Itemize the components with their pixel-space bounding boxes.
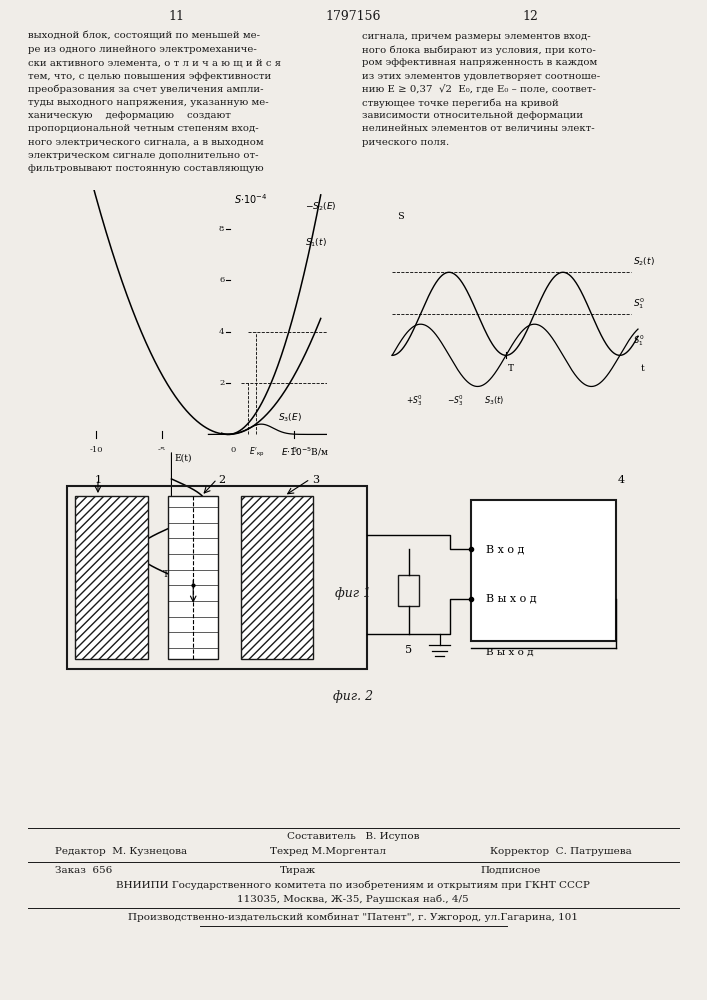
Text: $S_3(t)$: $S_3(t)$ bbox=[484, 395, 505, 407]
Text: $S_3(E)$: $S_3(E)$ bbox=[279, 411, 303, 424]
Bar bbox=[241, 496, 313, 659]
Text: $S_1(t)$: $S_1(t)$ bbox=[305, 236, 327, 249]
Text: тем, что, с целью повышения эффективности: тем, что, с целью повышения эффективност… bbox=[28, 72, 271, 81]
Bar bbox=[75, 496, 148, 659]
Text: 2: 2 bbox=[219, 379, 224, 387]
Text: фильтровывают постоянную составляющую: фильтровывают постоянную составляющую bbox=[28, 164, 264, 173]
Text: В ы х о д: В ы х о д bbox=[486, 648, 534, 657]
Text: 1797156: 1797156 bbox=[325, 10, 381, 23]
Text: ски активного элемента, о т л и ч а ю щ и й с я: ски активного элемента, о т л и ч а ю щ … bbox=[28, 58, 281, 67]
Text: ного электрического сигнала, а в выходном: ного электрического сигнала, а в выходно… bbox=[28, 138, 264, 147]
Text: В х о д: В х о д bbox=[486, 544, 525, 554]
Bar bbox=[67, 486, 367, 669]
Text: 0: 0 bbox=[230, 446, 235, 454]
Text: $S_2(t)$: $S_2(t)$ bbox=[633, 256, 655, 268]
Text: 11: 11 bbox=[168, 10, 184, 23]
Text: электрическом сигнале дополнительно от-: электрическом сигнале дополнительно от- bbox=[28, 151, 259, 160]
Text: $-S_2(E)$: $-S_2(E)$ bbox=[305, 200, 337, 213]
Text: нелинейных элементов от величины элект-: нелинейных элементов от величины элект- bbox=[362, 124, 595, 133]
Text: 6: 6 bbox=[219, 276, 224, 284]
Text: 2: 2 bbox=[218, 475, 226, 485]
Text: 5: 5 bbox=[405, 645, 412, 655]
Text: Производственно-издательский комбинат "Патент", г. Ужгород, ул.Гагарина, 101: Производственно-издательский комбинат "П… bbox=[128, 912, 578, 922]
Text: 4: 4 bbox=[218, 328, 224, 336]
Text: 5: 5 bbox=[291, 446, 297, 454]
Text: -10: -10 bbox=[89, 446, 103, 454]
Bar bbox=[398, 575, 419, 606]
Text: $S_1^0$: $S_1^0$ bbox=[633, 333, 645, 348]
Text: -5: -5 bbox=[158, 446, 166, 454]
Text: преобразования за счет увеличения ампли-: преобразования за счет увеличения ампли- bbox=[28, 85, 264, 94]
Text: $S_1^0$: $S_1^0$ bbox=[633, 296, 645, 311]
Text: из этих элементов удовлетворяет соотноше-: из этих элементов удовлетворяет соотноше… bbox=[362, 72, 600, 81]
Text: зависимости относительной деформации: зависимости относительной деформации bbox=[362, 111, 583, 120]
Text: Техред М.Моргентал: Техред М.Моргентал bbox=[270, 846, 386, 856]
Text: t: t bbox=[641, 364, 645, 373]
Text: $+S_3^0$: $+S_3^0$ bbox=[407, 394, 423, 408]
Text: туды выходного напряжения, указанную ме-: туды выходного напряжения, указанную ме- bbox=[28, 98, 269, 107]
Text: выходной блок, состоящий по меньшей ме-: выходной блок, состоящий по меньшей ме- bbox=[28, 32, 260, 41]
Text: 1: 1 bbox=[95, 475, 102, 485]
Text: Подписное: Подписное bbox=[480, 866, 540, 875]
Text: ВНИИПИ Государственного комитета по изобретениям и открытиям при ГКНТ СССР: ВНИИПИ Государственного комитета по изоб… bbox=[116, 880, 590, 890]
Text: 4: 4 bbox=[617, 475, 624, 485]
Text: $S{\cdot}10^{-4}$: $S{\cdot}10^{-4}$ bbox=[233, 193, 267, 206]
Text: $-S_3^0$: $-S_3^0$ bbox=[448, 394, 464, 408]
Text: Тираж: Тираж bbox=[280, 866, 316, 875]
Text: $E{\cdot}10^{-5}$В/м: $E{\cdot}10^{-5}$В/м bbox=[281, 446, 329, 458]
Text: сигнала, причем размеры элементов вход-: сигнала, причем размеры элементов вход- bbox=[362, 32, 590, 41]
Text: ром эффективная напряженность в каждом: ром эффективная напряженность в каждом bbox=[362, 58, 597, 67]
Text: 12: 12 bbox=[522, 10, 538, 23]
Text: 8: 8 bbox=[219, 225, 224, 233]
Text: ре из одного линейного электромеханиче-: ре из одного линейного электромеханиче- bbox=[28, 45, 257, 54]
Text: t: t bbox=[175, 574, 178, 583]
Text: $E'_{\rm кр}$: $E'_{\rm кр}$ bbox=[250, 446, 265, 459]
Text: ханическую    деформацию    создают: ханическую деформацию создают bbox=[28, 111, 231, 120]
Text: T: T bbox=[508, 364, 514, 373]
Text: E(t): E(t) bbox=[175, 454, 192, 463]
Bar bbox=[168, 496, 218, 659]
Text: Составитель   В. Исупов: Составитель В. Исупов bbox=[287, 832, 419, 841]
Text: фuг. 2: фuг. 2 bbox=[333, 690, 373, 703]
Text: нию E ≥ 0,37  √2  E₀, где E₀ – поле, соответ-: нию E ≥ 0,37 √2 E₀, где E₀ – поле, соотв… bbox=[362, 85, 596, 94]
Text: T: T bbox=[163, 570, 168, 579]
Text: ствующее точке перегиба на кривой: ствующее точке перегиба на кривой bbox=[362, 98, 559, 107]
Text: фuг 1: фuг 1 bbox=[335, 587, 371, 600]
Text: Заказ  656: Заказ 656 bbox=[55, 866, 112, 875]
Text: S: S bbox=[397, 212, 404, 221]
Text: 3: 3 bbox=[312, 475, 319, 485]
Text: В ы х о д: В ы х о д bbox=[486, 594, 537, 604]
Text: ного блока выбирают из условия, при кото-: ного блока выбирают из условия, при кото… bbox=[362, 45, 596, 55]
Bar bbox=[471, 500, 616, 641]
Text: Корректор  С. Патрушева: Корректор С. Патрушева bbox=[490, 846, 632, 856]
Text: рического поля.: рического поля. bbox=[362, 138, 449, 147]
Text: Редактор  М. Кузнецова: Редактор М. Кузнецова bbox=[55, 846, 187, 856]
Text: 113035, Москва, Ж-35, Раушская наб., 4/5: 113035, Москва, Ж-35, Раушская наб., 4/5 bbox=[237, 894, 469, 904]
Text: пропорциональной четным степеням вход-: пропорциональной четным степеням вход- bbox=[28, 124, 259, 133]
